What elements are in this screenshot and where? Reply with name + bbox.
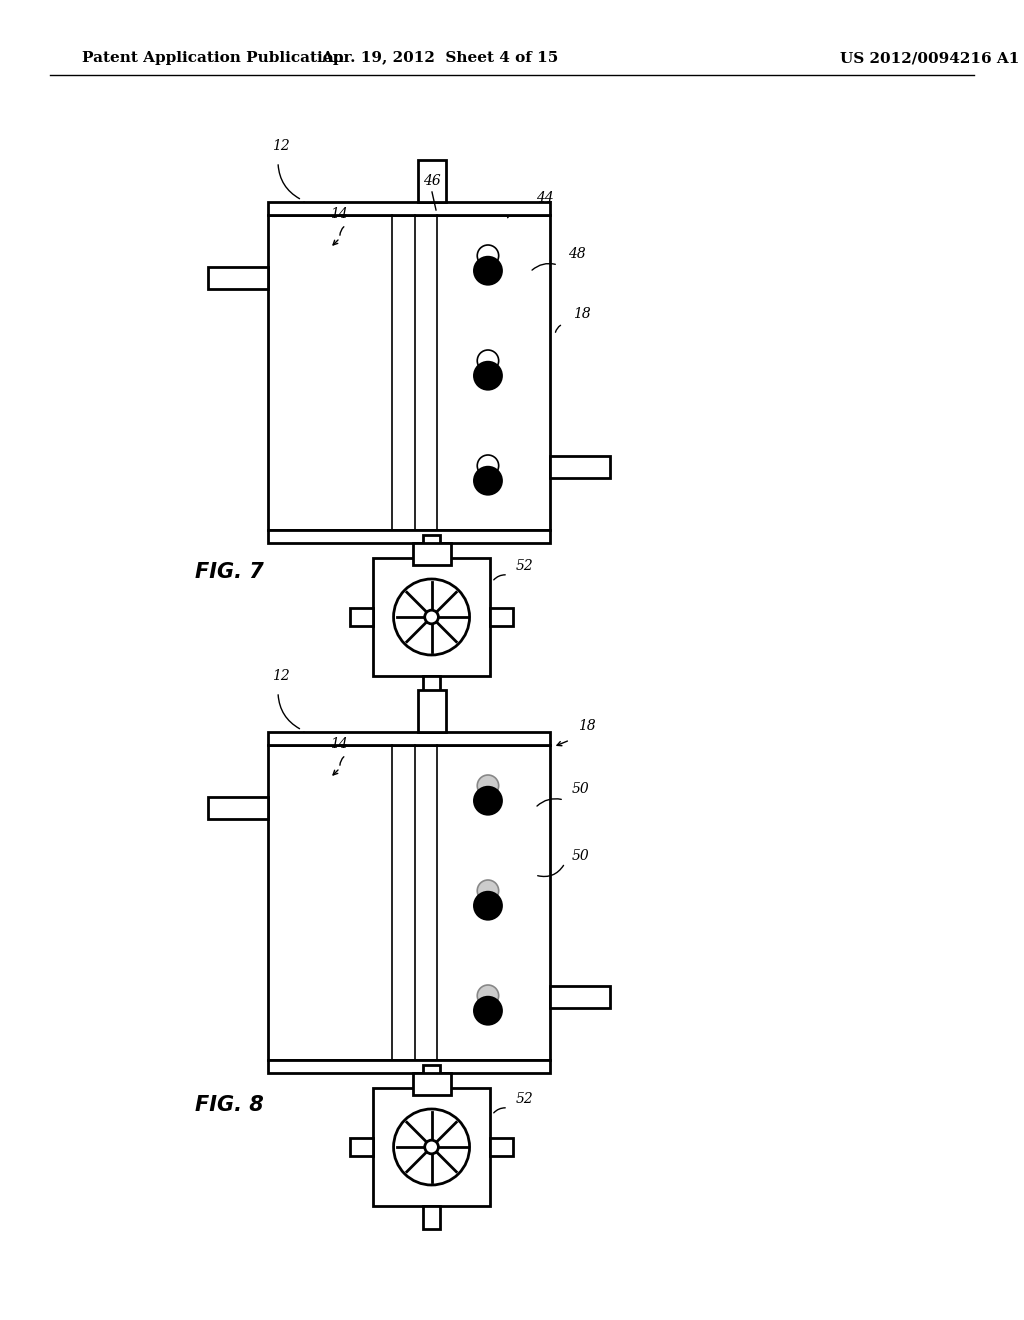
Circle shape (474, 256, 502, 285)
Circle shape (477, 455, 499, 477)
Bar (350, 1138, 373, 1155)
Circle shape (280, 851, 381, 953)
Text: 12: 12 (272, 669, 290, 682)
Bar (423, 676, 440, 698)
Circle shape (437, 322, 539, 424)
Circle shape (280, 426, 381, 528)
Circle shape (393, 579, 470, 655)
Bar (413, 1073, 451, 1096)
Circle shape (425, 610, 438, 624)
Text: 18: 18 (578, 719, 596, 733)
Text: Apr. 19, 2012  Sheet 4 of 15: Apr. 19, 2012 Sheet 4 of 15 (322, 51, 559, 65)
Bar (423, 1206, 440, 1229)
Circle shape (393, 1109, 470, 1185)
Circle shape (280, 747, 381, 849)
Circle shape (474, 891, 502, 920)
Circle shape (437, 747, 539, 849)
Bar (490, 1138, 513, 1155)
Text: 14: 14 (330, 737, 348, 751)
Circle shape (280, 957, 381, 1059)
Circle shape (477, 246, 499, 267)
Circle shape (477, 985, 499, 1006)
Circle shape (425, 1140, 438, 1154)
Text: 18: 18 (573, 308, 591, 321)
Text: 14: 14 (330, 207, 348, 220)
Text: 12: 12 (272, 139, 290, 153)
Bar (550, 455, 610, 478)
Circle shape (477, 880, 499, 902)
Bar (208, 267, 268, 289)
Circle shape (477, 350, 499, 371)
Text: Patent Application Publication: Patent Application Publication (82, 51, 344, 65)
Text: 50: 50 (572, 781, 590, 796)
Bar (423, 1065, 440, 1088)
Text: FIG. 7: FIG. 7 (195, 562, 264, 582)
Circle shape (474, 997, 502, 1024)
Circle shape (437, 216, 539, 318)
Bar (423, 536, 440, 558)
Text: 52: 52 (516, 558, 534, 573)
Bar (413, 543, 451, 565)
Circle shape (474, 362, 502, 389)
Circle shape (437, 426, 539, 528)
Bar (268, 1060, 550, 1073)
Bar (268, 531, 550, 543)
Text: 50: 50 (572, 849, 590, 863)
Bar (550, 986, 610, 1008)
Circle shape (437, 957, 539, 1059)
Bar (418, 690, 445, 733)
Text: 46: 46 (423, 174, 440, 187)
Text: FIG. 8: FIG. 8 (195, 1096, 264, 1115)
Circle shape (474, 787, 502, 814)
Circle shape (280, 216, 381, 318)
Text: 48: 48 (568, 247, 586, 261)
Bar (418, 160, 445, 202)
Circle shape (280, 322, 381, 424)
Bar (350, 609, 373, 626)
Circle shape (437, 851, 539, 953)
Bar (490, 609, 513, 626)
Text: US 2012/0094216 A1: US 2012/0094216 A1 (840, 51, 1019, 65)
Bar (373, 558, 490, 676)
Bar (268, 733, 550, 744)
Text: 52: 52 (516, 1092, 534, 1106)
Bar (373, 1088, 490, 1206)
Text: 44: 44 (536, 191, 554, 205)
Circle shape (474, 466, 502, 495)
Bar (268, 744, 550, 1060)
Bar (268, 202, 550, 215)
Circle shape (477, 775, 499, 796)
Bar (208, 797, 268, 818)
Bar (268, 215, 550, 531)
